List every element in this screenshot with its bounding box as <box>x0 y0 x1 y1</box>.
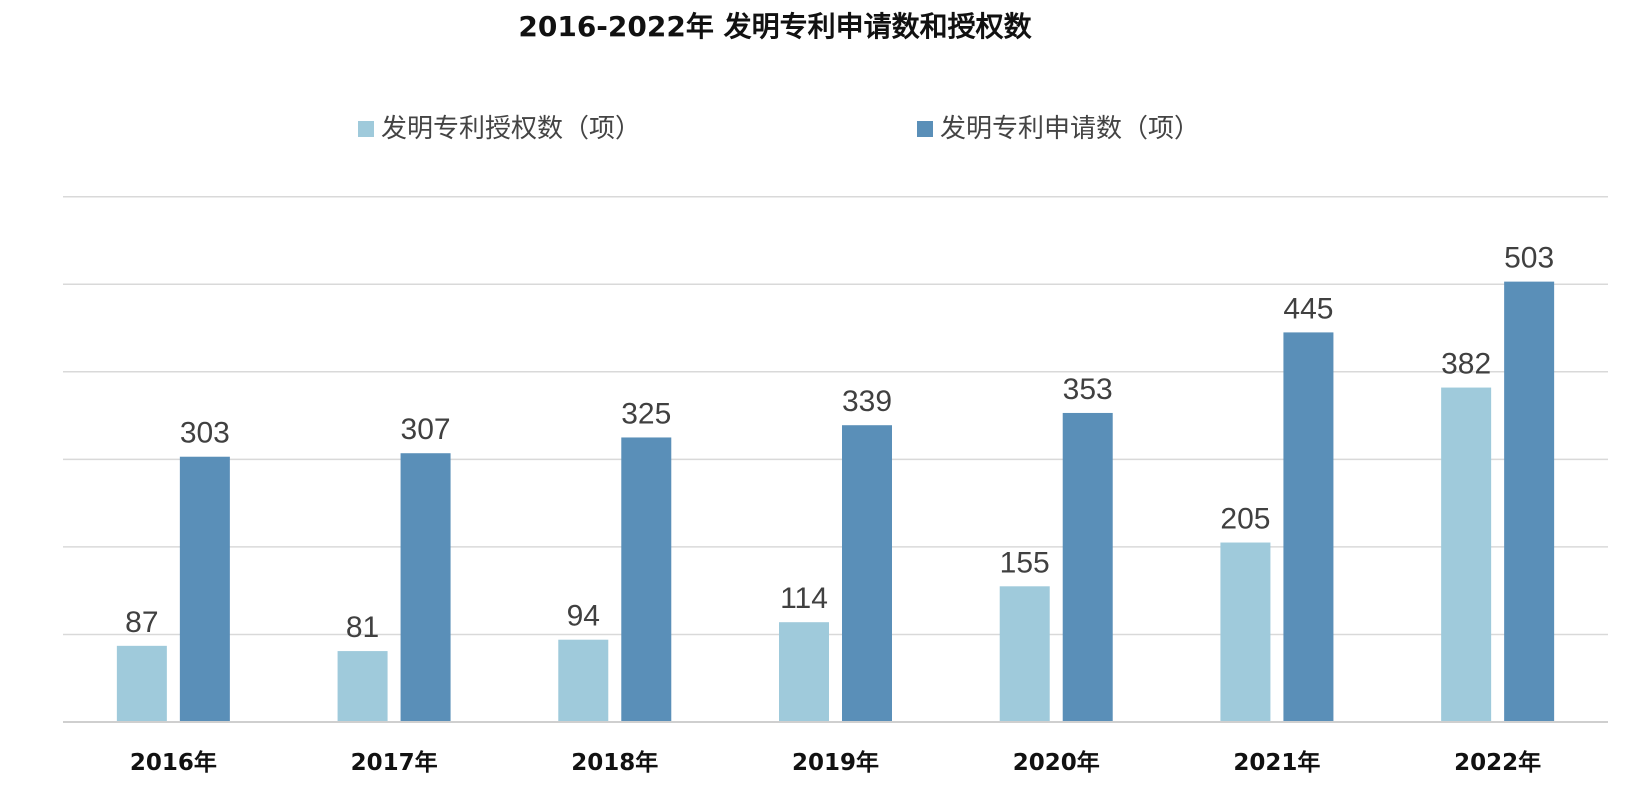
data-label-applied-2018年: 325 <box>621 397 671 430</box>
data-label-granted-2020年: 155 <box>1000 546 1050 579</box>
data-label-granted-2019年: 114 <box>780 582 828 615</box>
bar-granted-2020年 <box>999 586 1050 722</box>
data-label-applied-2022年: 503 <box>1504 242 1554 275</box>
bar-applied-2018年 <box>621 437 672 722</box>
bar-granted-2021年 <box>1220 542 1271 722</box>
legend-swatch-applied <box>917 121 933 137</box>
x-tick-label: 2019年 <box>792 749 879 776</box>
data-label-granted-2022年: 382 <box>1441 348 1491 381</box>
data-labels: 87 303 81 307 94 325 114 339 155 353 205 445 382 503 <box>125 242 1554 644</box>
bar-applied-2016年 <box>179 456 230 722</box>
bar-applied-2020年 <box>1062 412 1113 722</box>
bars <box>116 281 1555 722</box>
legend-label-granted: 发明专利授权数（项） <box>381 114 641 144</box>
data-label-applied-2019年: 339 <box>842 385 892 418</box>
x-tick-label: 2018年 <box>571 749 658 776</box>
data-label-applied-2021年: 445 <box>1283 292 1333 325</box>
data-label-applied-2016年: 303 <box>180 417 230 450</box>
data-label-granted-2021年: 205 <box>1220 503 1270 536</box>
bar-granted-2018年 <box>558 639 609 722</box>
bar-granted-2017年 <box>337 651 388 722</box>
bar-granted-2019年 <box>779 622 829 722</box>
x-tick-label: 2017年 <box>351 749 438 776</box>
bar-applied-2019年 <box>842 425 892 722</box>
data-label-applied-2020年: 353 <box>1063 373 1113 406</box>
data-label-granted-2017年: 81 <box>346 611 379 644</box>
data-label-granted-2018年: 94 <box>567 600 600 633</box>
x-tick-label: 2021年 <box>1233 749 1320 776</box>
data-label-granted-2016年: 87 <box>125 606 158 639</box>
legend-swatch-granted <box>358 121 374 137</box>
chart-title: 2016-2022年 发明专利申请数和授权数 <box>518 10 1032 43</box>
bar-applied-2017年 <box>400 453 451 722</box>
x-tick-label: 2022年 <box>1454 749 1541 776</box>
x-axis-ticks: 2016年 2017年 2018年 2019年 2020年 2021年 2022年 <box>130 749 1541 776</box>
bar-granted-2022年 <box>1441 387 1492 722</box>
legend: 发明专利授权数（项） 发明专利申请数（项） <box>358 114 1200 144</box>
bar-applied-2022年 <box>1504 281 1555 722</box>
x-tick-label: 2020年 <box>1013 749 1100 776</box>
data-label-applied-2017年: 307 <box>401 413 451 446</box>
bar-granted-2016年 <box>116 645 167 722</box>
legend-label-applied: 发明专利申请数（项） <box>940 114 1200 144</box>
x-tick-label: 2016年 <box>130 749 217 776</box>
bar-applied-2021年 <box>1283 332 1334 722</box>
gridlines <box>63 195 1608 636</box>
